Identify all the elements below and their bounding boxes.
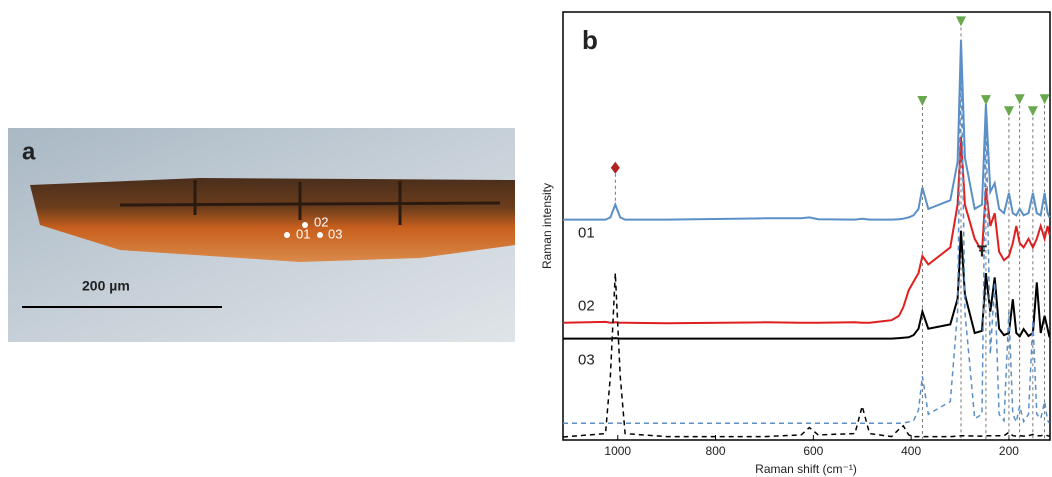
y-axis-title: Raman intensity [540,183,554,269]
peak-marker [1027,106,1038,117]
point-label: 03 [328,226,342,241]
x-tick-label: 800 [706,444,726,458]
series-label: 02 [578,298,595,315]
reference-marker [610,161,620,174]
x-tick-label: 1000 [604,444,631,458]
peak-marker [980,95,991,106]
point-marker [302,222,308,228]
spectrum-line [563,47,1051,425]
peak-marker [1003,106,1014,117]
layer-detail [119,180,501,225]
spectrum-line [562,136,1051,325]
peak-marker [1039,94,1050,105]
panel-label: b [582,25,598,55]
panel-label: a [22,138,36,165]
spectra-chart: b Raman shift (cm⁻¹) Raman intensity 100… [540,11,1051,476]
x-tick-label: 200 [999,444,1019,458]
micrograph-panel: a 02 01 03 200 µm [8,128,515,342]
sample-layer [30,178,515,262]
x-axis-title: Raman shift (cm⁻¹) [755,462,857,476]
series-label: 03 [578,352,595,369]
peak-marker [917,96,928,107]
peak-marker [1014,94,1025,105]
annotation: Ŧ [977,243,987,260]
x-tick-label: 400 [901,444,921,458]
point-label: 02 [314,214,328,229]
spectrum-line [563,40,1051,221]
spectrum-line [562,273,1050,438]
x-tick-label: 600 [803,444,823,458]
point-marker [284,232,290,238]
point-label: 01 [296,226,310,241]
peak-marker [956,16,967,27]
point-marker [317,232,323,238]
scale-bar-label: 200 µm [82,278,130,294]
series-label: 01 [578,225,595,242]
spectrum-line [563,230,1051,340]
plot-frame [562,11,1051,441]
